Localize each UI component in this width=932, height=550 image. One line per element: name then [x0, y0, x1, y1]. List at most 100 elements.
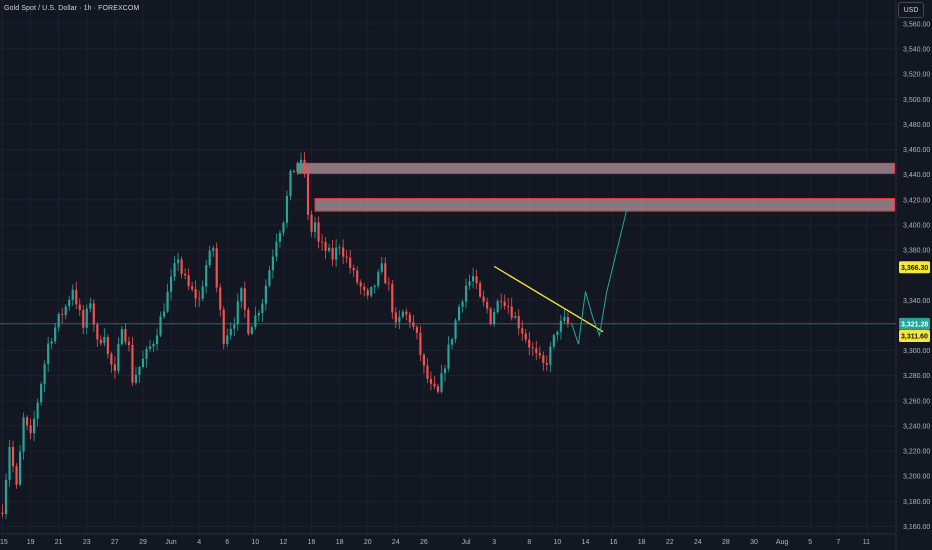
- candle: [457, 303, 461, 322]
- candle: [296, 161, 299, 175]
- candle: [184, 268, 187, 280]
- trendline[interactable]: [493, 265, 604, 333]
- candle: [338, 244, 341, 255]
- candle: [124, 323, 127, 345]
- candle: [531, 342, 534, 357]
- candle: [54, 322, 57, 345]
- candle: [117, 337, 120, 375]
- candle: [33, 410, 36, 442]
- time-tick-label: Aug: [776, 539, 789, 546]
- time-tick-label: 14: [582, 539, 590, 546]
- time-tick-label: Jun: [165, 539, 176, 546]
- candle: [275, 233, 278, 262]
- candle: [566, 312, 569, 328]
- time-tick-label: 26: [420, 539, 428, 546]
- candle: [419, 325, 422, 362]
- candle: [313, 216, 317, 239]
- price-tick-label: 3,480.00: [903, 122, 930, 129]
- candle: [510, 297, 513, 321]
- resistance-zone-2[interactable]: [314, 198, 895, 212]
- time-tick-label: 29: [139, 539, 147, 546]
- price-tick-label: 3,300.00: [903, 348, 930, 355]
- candle: [89, 297, 92, 313]
- candle: [50, 338, 53, 350]
- time-tick-label: 15: [0, 539, 8, 546]
- candle: [212, 245, 215, 257]
- resistance-zones: [296, 162, 895, 212]
- time-tick-label: 12: [280, 539, 288, 546]
- candle: [356, 266, 359, 285]
- candle: [61, 307, 64, 324]
- candle: [535, 340, 538, 360]
- time-tick-label: 21: [55, 539, 63, 546]
- candle: [370, 285, 373, 298]
- candle: [138, 365, 141, 383]
- candle: [496, 298, 499, 314]
- candle: [422, 352, 426, 374]
- candle: [486, 297, 489, 314]
- candle: [384, 257, 387, 285]
- candle: [447, 336, 450, 372]
- candle: [78, 298, 81, 317]
- candle: [68, 295, 71, 311]
- candle: [412, 314, 415, 331]
- candle: [57, 312, 60, 332]
- candle: [349, 249, 352, 274]
- candle: [155, 328, 159, 351]
- candle: [317, 216, 320, 249]
- candle: [391, 280, 394, 320]
- price-tick-label: 3,180.00: [903, 499, 930, 506]
- candle: [282, 220, 285, 237]
- candle: [177, 252, 180, 272]
- price-badge-label: 3,366.30: [901, 265, 928, 272]
- projection-path[interactable]: [570, 205, 629, 345]
- price-tick-label: 3,260.00: [903, 398, 930, 405]
- candle: [545, 355, 548, 372]
- time-tick-label: Jul: [462, 539, 471, 546]
- candle: [387, 277, 390, 291]
- time-tick-label: 11: [863, 539, 870, 546]
- currency-button[interactable]: USD: [898, 2, 924, 18]
- price-badge: 3,321.28: [899, 317, 930, 330]
- candle: [454, 317, 457, 343]
- candle: [134, 366, 138, 385]
- candle: [243, 281, 246, 318]
- candle: [222, 306, 225, 350]
- candle: [299, 152, 303, 171]
- candle: [103, 328, 106, 347]
- time-tick-label: 24: [392, 539, 400, 546]
- candle: [113, 356, 116, 379]
- candle: [247, 307, 250, 336]
- candle: [257, 310, 260, 322]
- price-badges: 3,366.30 3,321.28 3,311.60: [899, 261, 930, 342]
- candle: [426, 358, 429, 384]
- candle: [194, 280, 197, 308]
- time-tick-label: 20: [364, 539, 372, 546]
- candle: [261, 298, 264, 322]
- candle: [4, 473, 8, 520]
- price-tick-label: 3,380.00: [903, 248, 930, 255]
- candle: [96, 322, 99, 347]
- time-axis[interactable]: 15 19 21 23 27 29 Jun 4 6 10 12 16 18 20 24 26 Jul 3 8 10 14…: [0, 539, 870, 546]
- resistance-zone-1[interactable]: [296, 162, 895, 174]
- time-tick-label: 3: [492, 539, 496, 546]
- candle: [148, 340, 152, 353]
- candle: [173, 256, 176, 282]
- candle: [110, 351, 113, 373]
- candle: [538, 346, 541, 359]
- candle: [528, 331, 531, 356]
- price-tick-label: 3,560.00: [903, 21, 930, 28]
- candle: [85, 304, 88, 335]
- price-tick-label: 3,540.00: [903, 47, 930, 54]
- candle: [145, 346, 148, 368]
- time-tick-label: 16: [308, 539, 316, 546]
- price-badge-label: 3,311.60: [901, 334, 928, 341]
- candle: [471, 267, 475, 289]
- candle: [236, 293, 239, 331]
- candle: [106, 334, 109, 359]
- price-axis[interactable]: 3,560.00 3,540.00 3,520.00 3,500.00 3,480.00…: [903, 21, 930, 531]
- candle: [559, 314, 562, 340]
- candle: [29, 418, 32, 440]
